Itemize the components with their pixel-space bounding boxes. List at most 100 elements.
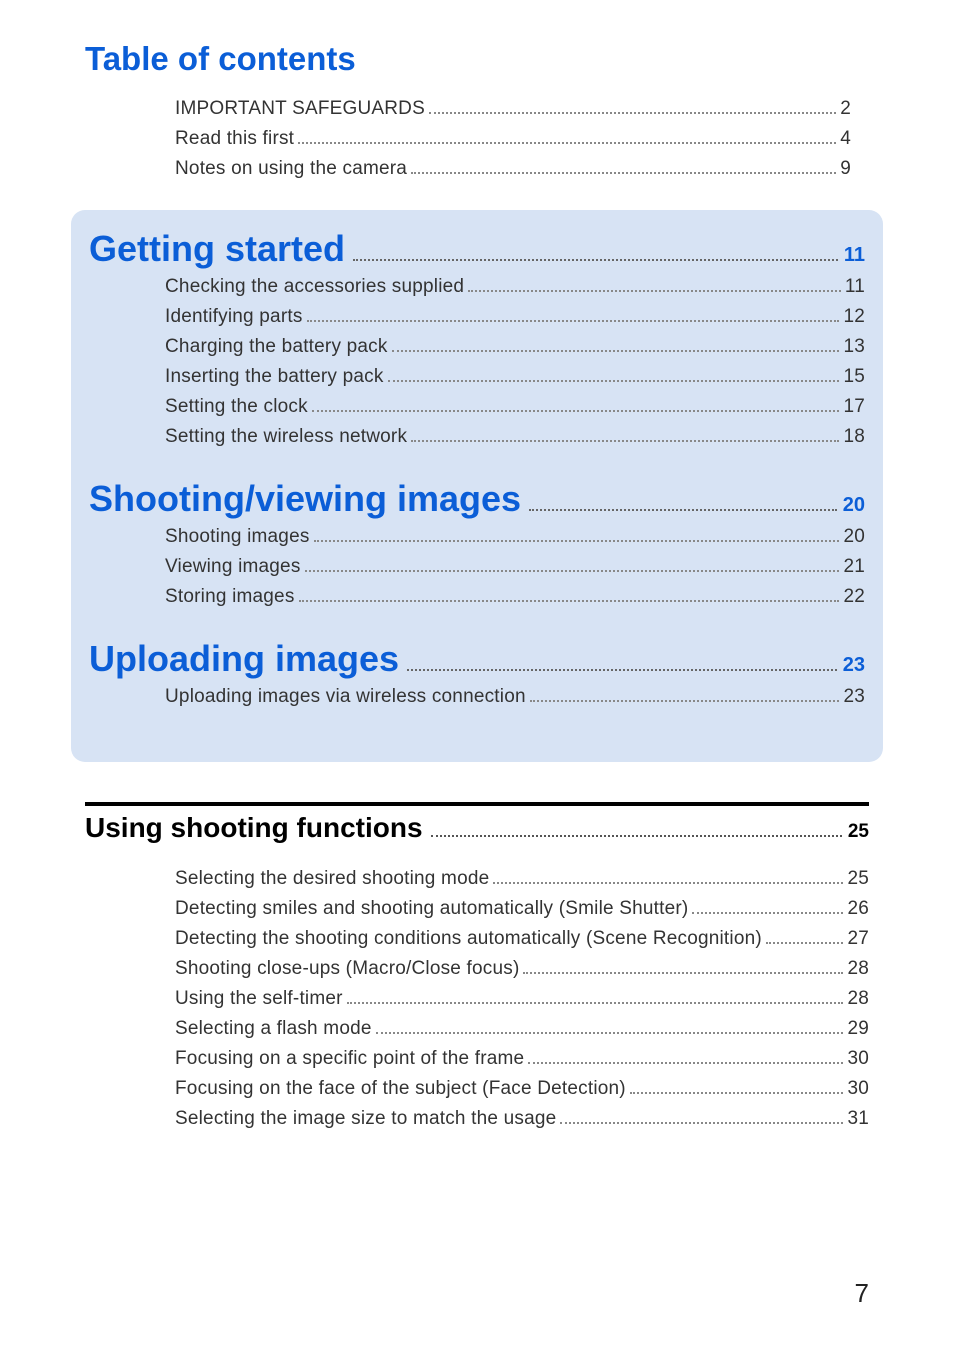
- toc-page: 21: [843, 556, 865, 578]
- section-heading[interactable]: Uploading images 23: [89, 638, 865, 680]
- toc-entry[interactable]: Notes on using the camera 9: [175, 158, 851, 180]
- section-shooting-viewing: Shooting/viewing images 20 Shooting imag…: [89, 478, 865, 608]
- toc-label: Setting the wireless network: [165, 426, 407, 448]
- toc-entry[interactable]: Setting the clock 17: [165, 396, 865, 418]
- toc-label: Setting the clock: [165, 396, 308, 418]
- section-items: Selecting the desired shooting mode25 De…: [85, 850, 869, 1130]
- leader-dots: [392, 350, 840, 352]
- section-page: 20: [843, 494, 865, 517]
- toc-label: Focusing on a specific point of the fram…: [175, 1048, 524, 1070]
- leader-dots: [353, 259, 838, 261]
- section-items: Shooting images 20 Viewing images 21 Stori…: [89, 526, 865, 608]
- leader-dots: [766, 942, 844, 944]
- toc-entry[interactable]: Uploading images via wireless connection…: [165, 686, 865, 708]
- page-title: Table of contents: [85, 40, 869, 78]
- toc-label: Uploading images via wireless connection: [165, 686, 526, 708]
- toc-entry[interactable]: Charging the battery pack 13: [165, 336, 865, 358]
- toc-entry[interactable]: IMPORTANT SAFEGUARDS 2: [175, 98, 851, 120]
- toc-entry[interactable]: Checking the accessories supplied 11: [165, 276, 865, 298]
- leader-dots: [388, 380, 840, 382]
- toc-entry[interactable]: Inserting the battery pack 15: [165, 366, 865, 388]
- leader-dots: [347, 1002, 844, 1004]
- leader-dots: [411, 172, 836, 174]
- toc-label: Read this first: [175, 128, 294, 150]
- highlight-box: Getting started 11 Checking the accessor…: [71, 210, 883, 762]
- toc-entry[interactable]: Shooting images 20: [165, 526, 865, 548]
- section-using-shooting-functions: Using shooting functions 25 Selecting th…: [85, 802, 869, 1130]
- section-page: 11: [844, 244, 865, 267]
- toc-page: 18: [843, 426, 865, 448]
- leader-dots: [431, 835, 842, 837]
- toc-page: 2: [840, 98, 851, 120]
- toc-page: 9: [840, 158, 851, 180]
- toc-label: Inserting the battery pack: [165, 366, 384, 388]
- toc-label: Using the self-timer: [175, 988, 343, 1010]
- toc-page: 27: [847, 928, 869, 950]
- toc-page: 30: [847, 1048, 869, 1070]
- toc-label: Focusing on the face of the subject (Fac…: [175, 1078, 626, 1100]
- section-uploading: Uploading images 23 Uploading images via…: [89, 638, 865, 708]
- toc-page: 29: [847, 1018, 869, 1040]
- toc-label: Viewing images: [165, 556, 301, 578]
- leader-dots: [312, 410, 840, 412]
- section-heading[interactable]: Getting started 11: [89, 228, 865, 270]
- toc-page: 31: [847, 1108, 869, 1130]
- leader-dots: [528, 1062, 843, 1064]
- toc-entry[interactable]: Focusing on a specific point of the fram…: [175, 1048, 869, 1070]
- toc-page: 13: [843, 336, 865, 358]
- toc-label: Shooting close-ups (Macro/Close focus): [175, 958, 519, 980]
- toc-label: Notes on using the camera: [175, 158, 407, 180]
- toc-label: Charging the battery pack: [165, 336, 388, 358]
- section-getting-started: Getting started 11 Checking the accessor…: [89, 228, 865, 448]
- toc-page: 12: [843, 306, 865, 328]
- leader-dots: [468, 290, 841, 292]
- leader-dots: [529, 509, 837, 511]
- toc-entry[interactable]: Detecting the shooting conditions automa…: [175, 928, 869, 950]
- toc-label: Detecting smiles and shooting automatica…: [175, 898, 688, 920]
- toc-label: Selecting the desired shooting mode: [175, 868, 489, 890]
- toc-page: 17: [843, 396, 865, 418]
- leader-dots: [493, 882, 843, 884]
- toc-entry[interactable]: Using the self-timer28: [175, 988, 869, 1010]
- toc-entry[interactable]: Selecting the image size to match the us…: [175, 1108, 869, 1130]
- front-matter-list: IMPORTANT SAFEGUARDS 2 Read this first 4…: [85, 98, 869, 180]
- section-title: Getting started: [89, 228, 345, 270]
- toc-label: Checking the accessories supplied: [165, 276, 464, 298]
- section-title: Uploading images: [89, 638, 399, 680]
- toc-entry[interactable]: Viewing images 21: [165, 556, 865, 578]
- leader-dots: [411, 440, 839, 442]
- page-number: 7: [855, 1278, 869, 1309]
- toc-entry[interactable]: Storing images 22: [165, 586, 865, 608]
- toc-entry[interactable]: Selecting a flash mode 29: [175, 1018, 869, 1040]
- toc-entry[interactable]: Setting the wireless network 18: [165, 426, 865, 448]
- leader-dots: [314, 540, 840, 542]
- toc-label: Selecting a flash mode: [175, 1018, 372, 1040]
- toc-entry[interactable]: Detecting smiles and shooting automatica…: [175, 898, 869, 920]
- toc-label: Shooting images: [165, 526, 310, 548]
- leader-dots: [407, 669, 837, 671]
- section-heading[interactable]: Shooting/viewing images 20: [89, 478, 865, 520]
- toc-entry[interactable]: Read this first 4: [175, 128, 851, 150]
- toc-page: 28: [847, 958, 869, 980]
- toc-entry[interactable]: Identifying parts12: [165, 306, 865, 328]
- toc-label: Storing images: [165, 586, 295, 608]
- toc-page: 20: [843, 526, 865, 548]
- leader-dots: [429, 112, 836, 114]
- section-heading[interactable]: Using shooting functions 25: [85, 812, 869, 844]
- toc-page: 11: [845, 276, 865, 298]
- toc-page: 23: [843, 686, 865, 708]
- section-page: 25: [848, 821, 869, 843]
- leader-dots: [692, 912, 843, 914]
- leader-dots: [307, 320, 840, 322]
- toc-page: 15: [843, 366, 865, 388]
- section-items: Checking the accessories supplied 11 Iden…: [89, 276, 865, 448]
- section-title: Shooting/viewing images: [89, 478, 521, 520]
- leader-dots: [630, 1092, 844, 1094]
- toc-entry[interactable]: Focusing on the face of the subject (Fac…: [175, 1078, 869, 1100]
- section-title: Using shooting functions: [85, 812, 423, 844]
- toc-page: 22: [843, 586, 865, 608]
- toc-label: Selecting the image size to match the us…: [175, 1108, 556, 1130]
- toc-entry[interactable]: Selecting the desired shooting mode25: [175, 868, 869, 890]
- leader-dots: [305, 570, 840, 572]
- toc-entry[interactable]: Shooting close-ups (Macro/Close focus) 28: [175, 958, 869, 980]
